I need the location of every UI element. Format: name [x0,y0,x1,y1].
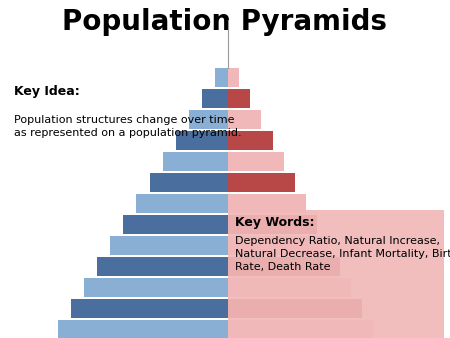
Bar [84,278,228,297]
Text: Key Words:: Key Words: [235,216,315,229]
Bar [228,131,273,150]
Bar [136,194,228,213]
Bar [202,89,228,108]
Bar [176,131,228,150]
Text: Key Idea:: Key Idea: [14,85,80,98]
Bar [228,173,295,192]
Bar [71,299,228,318]
Bar [228,215,317,234]
Bar [228,320,373,338]
Bar [228,194,306,213]
Bar [228,257,340,276]
Bar [149,173,228,192]
Bar [58,320,228,338]
Bar [228,210,444,338]
Bar [228,236,328,255]
Text: Dependency Ratio, Natural Increase,
Natural Decrease, Infant Mortality, Birth
Ra: Dependency Ratio, Natural Increase, Natu… [235,236,450,272]
Text: Population Pyramids: Population Pyramids [63,8,387,36]
Bar [162,152,228,171]
Bar [215,68,228,87]
Bar [228,68,239,87]
Bar [110,236,228,255]
Bar [228,278,351,297]
Bar [228,110,261,129]
Bar [97,257,228,276]
Bar [228,299,362,318]
Bar [189,110,228,129]
Bar [123,215,228,234]
Text: Population structures change over time
as represented on a population pyramid.: Population structures change over time a… [14,115,242,138]
Bar [228,89,250,108]
Bar [228,152,284,171]
